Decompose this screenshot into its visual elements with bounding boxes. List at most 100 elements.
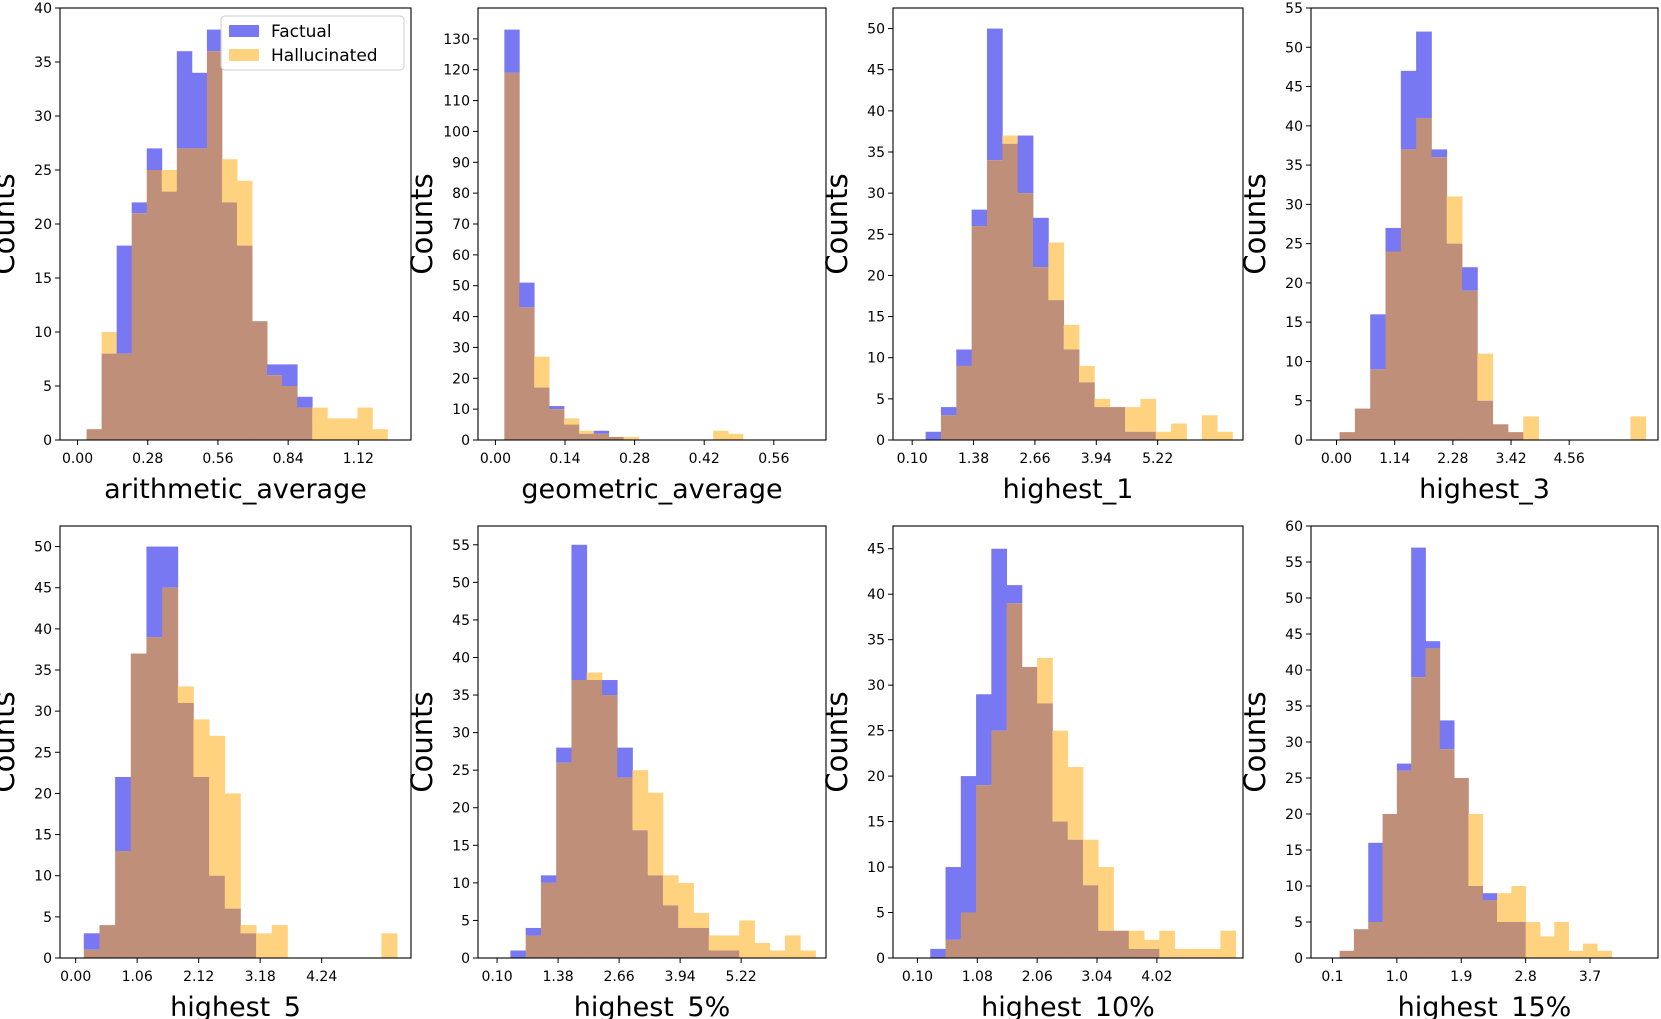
hallucinated-bar-10 xyxy=(1079,365,1095,383)
hallucinated-bar-9 xyxy=(647,792,664,876)
hallucinated-bar-13 xyxy=(708,935,725,951)
hallucinated-bar-19 xyxy=(1630,416,1647,440)
x-tick-label: 5.22 xyxy=(726,969,757,985)
bars xyxy=(930,548,1237,958)
hallucinated-bar-4 xyxy=(564,418,580,425)
y-tick-label: 5 xyxy=(1294,915,1303,931)
factual-bar-5 xyxy=(1416,31,1432,118)
y-tick-label: 25 xyxy=(867,227,885,243)
overlap-bar-7 xyxy=(1446,243,1463,440)
hallucinated-bar-10 xyxy=(662,875,679,906)
factual-bar-7 xyxy=(191,72,208,149)
overlap-bar-6 xyxy=(593,433,610,440)
x-tick-label: 0.28 xyxy=(619,451,650,467)
y-tick-label: 20 xyxy=(34,217,52,233)
hallucinated-bar-19 xyxy=(800,950,816,958)
factual-bar-6 xyxy=(1425,641,1441,649)
y-tick-label: 0 xyxy=(461,951,470,967)
factual-bar-10 xyxy=(1482,893,1498,901)
factual-bar-3 xyxy=(556,747,572,763)
overlap-bar-12 xyxy=(1113,930,1130,958)
hallucinated-bar-14 xyxy=(1144,939,1160,949)
hallucinated-bar-18 xyxy=(357,407,373,440)
overlap-bar-0 xyxy=(86,429,103,440)
factual-bar-1 xyxy=(519,282,535,308)
hallucinated-bar-15 xyxy=(728,433,744,440)
x-tick-label: 1.14 xyxy=(1379,451,1410,467)
hallucinated-bar-16 xyxy=(1174,948,1191,958)
y-tick-label: 25 xyxy=(452,763,470,779)
axes-frame xyxy=(59,525,412,959)
hallucinated-bar-16 xyxy=(327,418,343,440)
y-axis-label: Counts xyxy=(0,691,21,792)
x-tick-label: 1.38 xyxy=(958,451,989,467)
factual-bar-4 xyxy=(991,548,1008,731)
hallucinated-bar-10 xyxy=(237,180,253,246)
y-tick-label: 70 xyxy=(452,217,470,233)
bars xyxy=(1339,547,1612,958)
bars xyxy=(86,29,388,440)
overlap-bar-8 xyxy=(206,51,223,440)
hallucinated-bar-19 xyxy=(1217,431,1233,440)
factual-bar-6 xyxy=(593,430,610,434)
legend: Factual Hallucinated xyxy=(220,15,405,71)
factual-bar-3 xyxy=(971,209,988,227)
overlap-bar-12 xyxy=(693,927,710,958)
y-tick-label: 10 xyxy=(34,325,52,341)
hallucinated-bar-7 xyxy=(193,719,210,777)
factual-bar-4 xyxy=(571,544,588,681)
overlap-bar-11 xyxy=(1497,922,1512,958)
overlap-bar-8 xyxy=(1462,290,1478,440)
histogram-panel-3: 0 5 10 15 20 25 30 35 40 45 50 0.10 1.38 2.66 3.94 5.22… xyxy=(820,7,1244,505)
overlap-bar-2 xyxy=(956,365,973,440)
overlap-bar-2 xyxy=(960,912,977,958)
x-tick-label: 0.10 xyxy=(481,969,512,985)
x-tick-label: 1.06 xyxy=(122,969,153,985)
bars xyxy=(510,544,816,958)
hallucinated-bar-18 xyxy=(785,935,801,958)
hallucinated-bar-16 xyxy=(1171,423,1187,440)
y-tick-label: 50 xyxy=(867,22,885,38)
x-tick-label: 2.8 xyxy=(1515,969,1537,985)
y-tick-label: 130 xyxy=(443,32,470,48)
y-axis-label: Counts xyxy=(1238,173,1272,274)
overlap-bar-4 xyxy=(1396,770,1412,958)
factual-bar-2 xyxy=(540,875,557,883)
overlap-bar-1 xyxy=(1354,408,1371,440)
x-tick-label: 0.00 xyxy=(1321,451,1352,467)
x-tick-label: 4.24 xyxy=(306,969,337,985)
y-tick-label: 35 xyxy=(452,688,470,704)
overlap-bar-6 xyxy=(177,702,194,958)
x-tick-label: 2.66 xyxy=(604,969,635,985)
y-axis-label: Counts xyxy=(820,173,854,274)
hallucinated-bar-1 xyxy=(101,332,118,354)
factual-bar-3 xyxy=(131,202,148,214)
y-tick-label: 10 xyxy=(1285,879,1303,895)
overlap-bar-1 xyxy=(101,353,118,440)
histogram-panel-6: 0 5 10 15 20 25 30 35 40 45 50 55 0.10 1.38 2.66 3.94 5.… xyxy=(405,525,827,1019)
overlap-bar-12 xyxy=(1511,922,1527,958)
y-tick-label: 30 xyxy=(34,109,52,125)
factual-bar-2 xyxy=(116,245,133,354)
x-tick-label: 1.12 xyxy=(343,451,374,467)
y-axis-label: Counts xyxy=(405,173,439,274)
y-tick-label: 45 xyxy=(34,581,52,597)
overlap-bar-1 xyxy=(940,415,957,440)
bars xyxy=(925,28,1233,440)
hallucinated-bar-5 xyxy=(161,170,178,192)
factual-bar-4 xyxy=(986,28,1003,161)
x-tick-label: 2.66 xyxy=(1019,451,1050,467)
x-tick-label: 0.14 xyxy=(549,451,580,467)
x-tick-label: 0.42 xyxy=(689,451,720,467)
legend-label-hallucinated: Hallucinated xyxy=(271,46,378,66)
x-tick-label: 2.28 xyxy=(1437,451,1468,467)
overlap-bar-13 xyxy=(1128,948,1145,958)
overlap-bar-1 xyxy=(945,939,962,958)
axes-frame xyxy=(892,525,1244,959)
hallucinated-bar-12 xyxy=(1523,416,1539,440)
factual-bar-2 xyxy=(1370,314,1386,370)
overlap-bar-11 xyxy=(678,927,694,958)
hallucinated-bar-5 xyxy=(578,430,595,434)
hallucinated-bar-19 xyxy=(372,429,388,440)
factual-bar-4 xyxy=(1396,763,1412,771)
